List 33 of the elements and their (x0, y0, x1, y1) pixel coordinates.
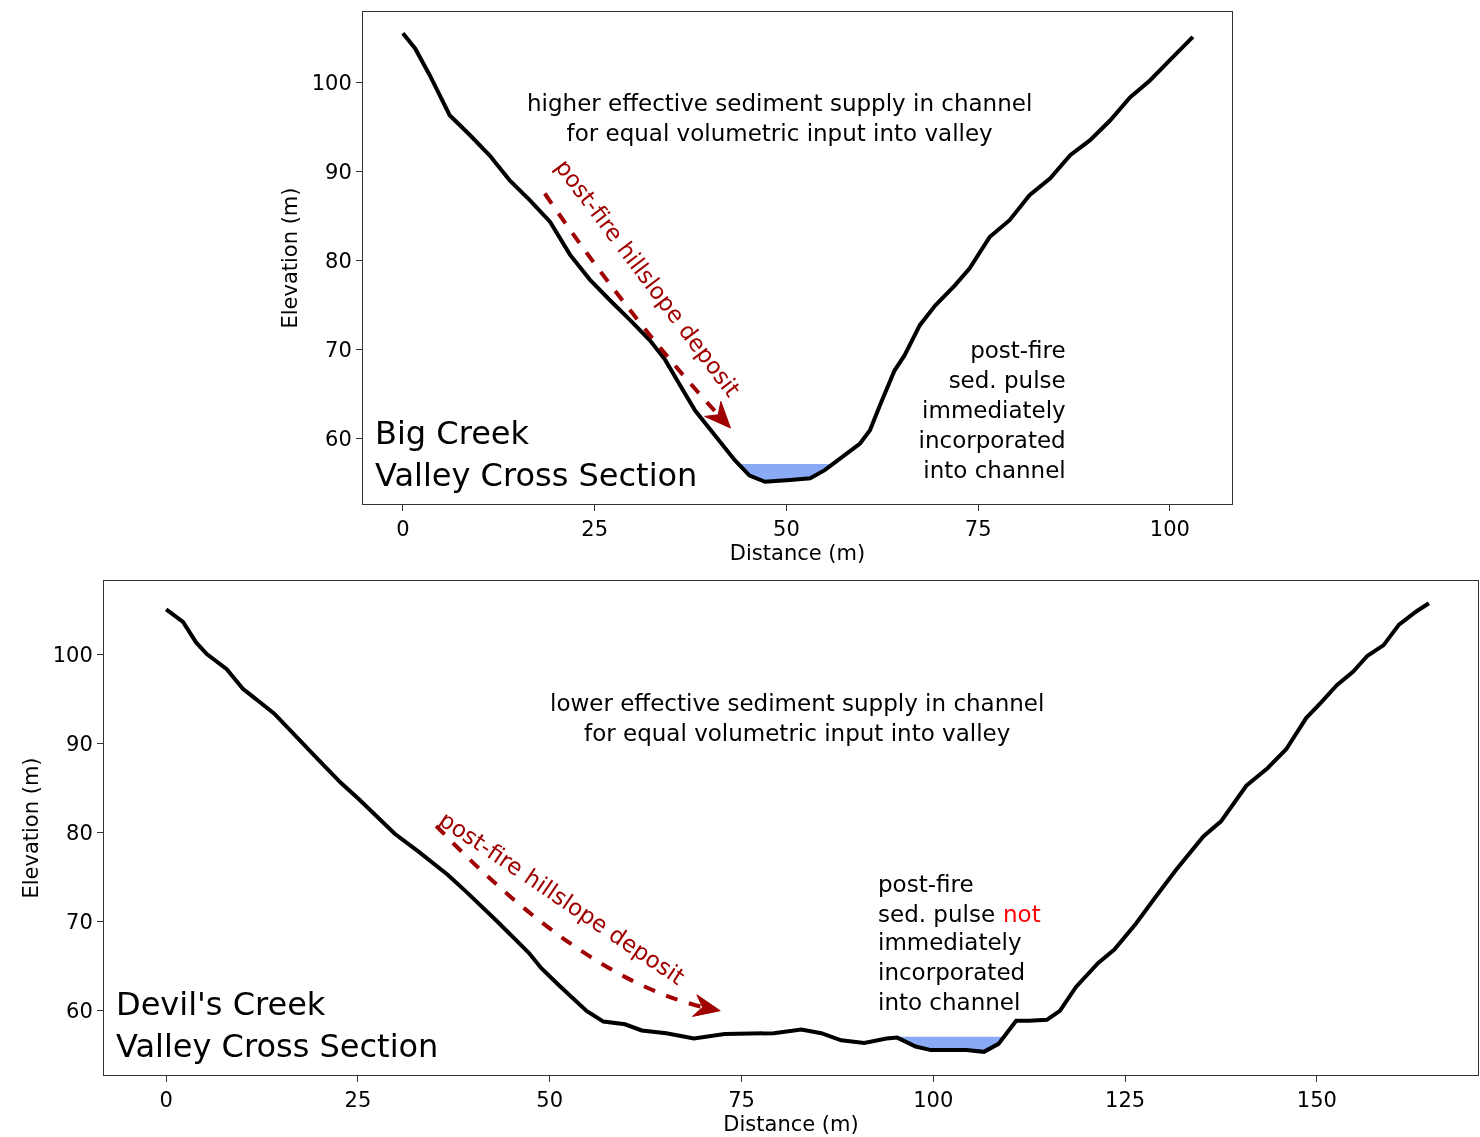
x-tick-label: 25 (581, 517, 608, 542)
annotation: not (1003, 901, 1041, 927)
x-tick-label: 100 (1149, 517, 1190, 542)
y-tick-label: 60 (325, 426, 352, 451)
y-axis-title: Elevation (m) (18, 757, 43, 899)
x-tick-label: 0 (159, 1088, 173, 1113)
x-tick-label: 100 (913, 1088, 954, 1113)
y-tick-label: 60 (66, 999, 93, 1024)
x-tick-label: 50 (773, 517, 800, 542)
y-tick-label: 100 (311, 70, 352, 95)
y-tick-label: 100 (52, 643, 93, 668)
y-tick-label: 70 (66, 910, 93, 935)
x-tick-label: 75 (728, 1088, 755, 1113)
x-tick-label: 75 (964, 517, 992, 542)
annotation: post-fire sed. pulse immediately incorporated into channel (916, 337, 1066, 483)
text: Devil's Creek Valley Cross Section (116, 985, 439, 1065)
y-axis-title: Elevation (m) (277, 187, 302, 329)
annotation: lower effective sediment supply in channel for equal volumetric input into valley (550, 690, 1045, 746)
y-tick-label: 80 (325, 248, 352, 273)
x-axis-title: Distance (m) (723, 1112, 859, 1137)
text: Big Creek Valley Cross Section (375, 414, 698, 494)
y-tick-label: 90 (325, 159, 352, 184)
annotation: higher effective sediment supply in channel for equal volumetric input into valley (527, 90, 1033, 146)
y-tick-label: 70 (325, 337, 352, 362)
x-tick-label: 0 (396, 517, 410, 542)
x-tick-label: 150 (1296, 1088, 1337, 1113)
annotation: immediately incorporated into channel (878, 929, 1026, 1015)
y-tick-label: 90 (66, 732, 93, 757)
x-axis-title: Distance (m) (729, 541, 866, 566)
x-tick-label: 50 (536, 1088, 564, 1113)
y-tick-label: 80 (66, 821, 93, 846)
x-tick-label: 25 (344, 1088, 372, 1113)
x-tick-label: 125 (1105, 1088, 1146, 1113)
